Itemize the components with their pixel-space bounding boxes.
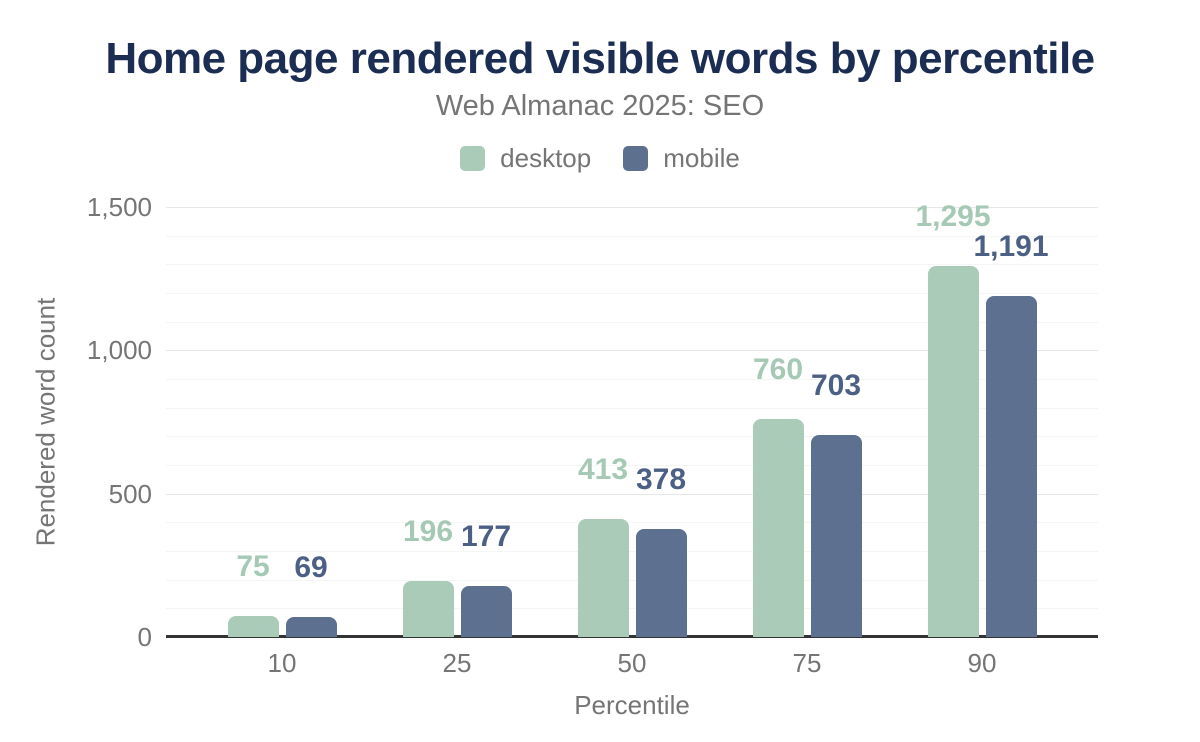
- mobile-bar-p25[interactable]: [460, 586, 512, 637]
- bar-column-desktop: 196: [402, 516, 454, 637]
- legend-label: desktop: [500, 143, 592, 173]
- mobile-bar-p50[interactable]: [635, 528, 687, 637]
- desktop-value-label-p75: 760: [752, 353, 804, 387]
- plot-area: 75 69 10 196 177 25 413 378 50 760 703 75 1,295 1,191…: [166, 201, 1098, 676]
- bar-column-desktop: 1,295: [915, 201, 991, 637]
- legend-item-mobile[interactable]: mobile: [623, 143, 740, 174]
- x-tick-label-p25: 25: [442, 648, 472, 678]
- y-tick-label: 1,000: [86, 335, 152, 366]
- mobile-value-label-p90: 1,191: [973, 229, 1049, 263]
- x-tick-label-p50: 50: [617, 648, 647, 678]
- y-axis-title: Rendered word count: [30, 297, 61, 547]
- minor-gridline: [166, 551, 1098, 552]
- bar-column-mobile: 177: [460, 522, 512, 637]
- minor-gridline: [166, 264, 1098, 266]
- x-tick-label-p10: 10: [267, 648, 297, 678]
- mobile-value-label-p50: 378: [635, 462, 687, 496]
- chart-legend: desktop mobile: [0, 143, 1200, 174]
- bar-group-p25: 196 177: [402, 516, 512, 637]
- chart-title: Home page rendered visible words by perc…: [105, 34, 1095, 83]
- desktop-bar-p75[interactable]: [752, 419, 804, 637]
- minor-gridline: [166, 436, 1098, 438]
- x-tick-label-p75: 75: [792, 648, 822, 678]
- bar-column-mobile: 703: [810, 371, 862, 637]
- legend-item-desktop[interactable]: desktop: [460, 143, 591, 174]
- mobile-value-label-p25: 177: [460, 520, 512, 554]
- minor-gridline: [166, 379, 1098, 380]
- minor-gridline: [166, 608, 1098, 610]
- bar-column-desktop: 413: [577, 454, 629, 637]
- bar-column-desktop: 760: [752, 355, 804, 637]
- x-axis-title: Percentile: [574, 690, 690, 720]
- bar-group-p50: 413 378: [577, 454, 687, 637]
- desktop-bar-p90[interactable]: [927, 265, 979, 637]
- desktop-bar-p10[interactable]: [227, 615, 279, 637]
- legend-label: mobile: [663, 143, 740, 173]
- minor-gridline: [166, 235, 1098, 237]
- y-tick-label: 500: [108, 478, 152, 509]
- desktop-value-label-p50: 413: [577, 452, 629, 486]
- mobile-bar-p90[interactable]: [985, 295, 1037, 637]
- y-tick-label: 0: [137, 622, 152, 652]
- mobile-value-label-p75: 703: [810, 369, 862, 403]
- bar-column-mobile: 378: [635, 464, 687, 637]
- desktop-value-label-p10: 75: [236, 549, 270, 583]
- desktop-bar-p50[interactable]: [577, 518, 629, 637]
- mobile-bar-p75[interactable]: [810, 435, 862, 637]
- major-gridline: [166, 207, 1098, 208]
- minor-gridline: [166, 293, 1098, 294]
- bar-group-p10: 75 69: [227, 551, 337, 637]
- chart-subtitle: Web Almanac 2025: SEO: [435, 90, 765, 122]
- major-gridline: [166, 493, 1098, 495]
- minor-gridline: [166, 465, 1098, 466]
- legend-swatch-desktop: [460, 146, 486, 171]
- legend-swatch-mobile: [623, 146, 649, 171]
- mobile-bar-p10[interactable]: [285, 617, 337, 637]
- major-gridline: [166, 350, 1098, 352]
- x-tick-label-p90: 90: [967, 648, 997, 678]
- minor-gridline: [166, 522, 1098, 524]
- desktop-value-label-p25: 196: [402, 514, 454, 548]
- desktop-value-label-p90: 1,295: [915, 199, 991, 233]
- bar-column-desktop: 75: [227, 551, 279, 637]
- desktop-bar-p25[interactable]: [402, 580, 454, 637]
- bar-group-p90: 1,295 1,191: [915, 201, 1049, 637]
- minor-gridline: [166, 579, 1098, 581]
- y-tick-label: 1,500: [86, 192, 152, 222]
- bar-column-mobile: 1,191: [973, 231, 1049, 637]
- bar-column-mobile: 69: [285, 553, 337, 637]
- mobile-value-label-p10: 69: [294, 551, 328, 585]
- x-axis-line: [166, 635, 1098, 638]
- bar-group-p75: 760 703: [752, 355, 862, 637]
- minor-gridline: [166, 321, 1098, 323]
- minor-gridline: [166, 407, 1098, 409]
